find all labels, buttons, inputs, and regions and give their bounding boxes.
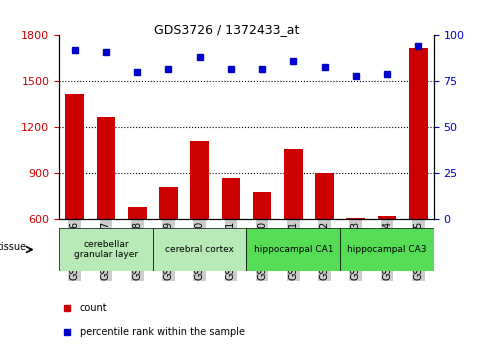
Text: count: count (80, 303, 107, 313)
Bar (221, 178, 240, 219)
Bar (159, 187, 178, 219)
Bar (59, 228, 153, 271)
Bar (378, 216, 396, 219)
Bar (246, 228, 340, 271)
Bar (128, 207, 146, 219)
Text: cerebral cortex: cerebral cortex (165, 245, 234, 254)
Bar (190, 141, 209, 219)
Bar (253, 192, 272, 219)
Text: GDS3726 / 1372433_at: GDS3726 / 1372433_at (154, 23, 299, 36)
Bar (284, 149, 303, 219)
Text: hippocampal CA3: hippocampal CA3 (347, 245, 427, 254)
Bar (409, 48, 427, 219)
Bar (340, 228, 434, 271)
Bar (97, 117, 115, 219)
Text: tissue: tissue (0, 242, 27, 252)
Text: cerebellar
granular layer: cerebellar granular layer (74, 240, 138, 259)
Text: hippocampal CA1: hippocampal CA1 (253, 245, 333, 254)
Bar (66, 94, 84, 219)
Bar (315, 173, 334, 219)
Bar (347, 218, 365, 219)
Text: percentile rank within the sample: percentile rank within the sample (80, 327, 245, 337)
Bar (153, 228, 246, 271)
